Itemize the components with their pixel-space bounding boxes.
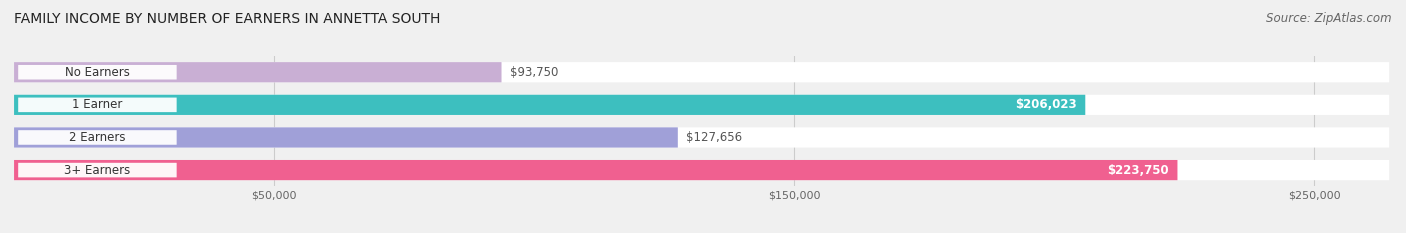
FancyBboxPatch shape — [14, 127, 678, 147]
FancyBboxPatch shape — [18, 163, 177, 177]
Text: Source: ZipAtlas.com: Source: ZipAtlas.com — [1267, 12, 1392, 25]
Text: 2 Earners: 2 Earners — [69, 131, 125, 144]
Text: $127,656: $127,656 — [686, 131, 742, 144]
FancyBboxPatch shape — [14, 62, 1389, 82]
FancyBboxPatch shape — [14, 95, 1085, 115]
Text: 3+ Earners: 3+ Earners — [65, 164, 131, 177]
FancyBboxPatch shape — [18, 98, 177, 112]
FancyBboxPatch shape — [14, 160, 1389, 180]
Text: 1 Earner: 1 Earner — [72, 98, 122, 111]
Text: $206,023: $206,023 — [1015, 98, 1077, 111]
FancyBboxPatch shape — [18, 130, 177, 145]
FancyBboxPatch shape — [14, 160, 1177, 180]
FancyBboxPatch shape — [14, 95, 1389, 115]
Text: $223,750: $223,750 — [1108, 164, 1170, 177]
Text: No Earners: No Earners — [65, 66, 129, 79]
FancyBboxPatch shape — [14, 127, 1389, 147]
FancyBboxPatch shape — [14, 62, 502, 82]
FancyBboxPatch shape — [18, 65, 177, 79]
Text: FAMILY INCOME BY NUMBER OF EARNERS IN ANNETTA SOUTH: FAMILY INCOME BY NUMBER OF EARNERS IN AN… — [14, 12, 440, 26]
Text: $93,750: $93,750 — [510, 66, 558, 79]
